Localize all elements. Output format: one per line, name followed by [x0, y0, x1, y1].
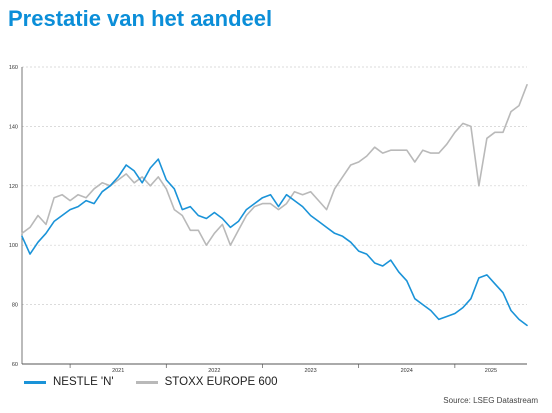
x-tick-label-2024: 2024 [401, 368, 413, 374]
y-tick-label-160: 160 [9, 65, 18, 71]
x-tick-label-2023: 2023 [304, 368, 316, 374]
legend-swatch-stoxx [135, 380, 158, 384]
chart-legend: NESTLE 'N' STOXX EUROPE 600 [24, 376, 300, 388]
source-note: Source: LSEG Datastream [443, 396, 538, 405]
series-lines [21, 84, 528, 327]
legend-label-stoxx: STOXX EUROPE 600 [164, 376, 278, 388]
y-tick-label-120: 120 [9, 184, 18, 190]
y-tick-label-80: 80 [12, 303, 18, 309]
y-tick-label-60: 60 [12, 362, 18, 368]
y-axis-ticks: 60 80 100 120 140 160 [9, 65, 18, 368]
series-line-stoxx [21, 84, 528, 246]
series-line-nestle [21, 158, 528, 327]
x-tick-label-2025: 2025 [485, 368, 497, 374]
gridlines [21, 66, 527, 368]
x-tick-label-2021: 2021 [112, 368, 124, 374]
x-tick-label-2022: 2022 [208, 368, 220, 374]
x-axis-ticks: 2021 2022 2023 2024 2025 [112, 368, 497, 374]
legend-swatch-nestle [24, 380, 46, 384]
legend-item-stoxx: STOXX EUROPE 600 [135, 376, 278, 388]
y-tick-label-100: 100 [9, 243, 18, 249]
chart-title: Prestatie van het aandeel [8, 6, 273, 31]
legend-label-nestle: NESTLE 'N' [53, 376, 114, 388]
y-tick-label-140: 140 [9, 124, 18, 130]
legend-item-nestle: NESTLE 'N' [24, 376, 114, 388]
